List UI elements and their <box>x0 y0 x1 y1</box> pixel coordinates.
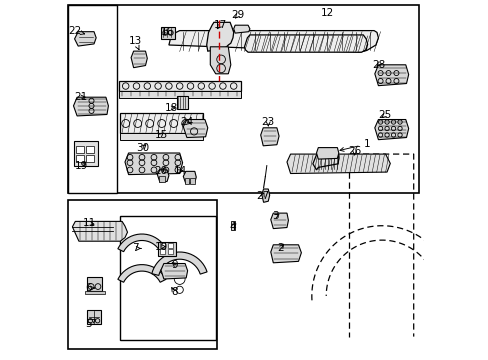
Polygon shape <box>168 31 378 52</box>
Polygon shape <box>210 47 230 74</box>
Bar <box>73 141 98 166</box>
Polygon shape <box>244 35 367 52</box>
Text: 22: 22 <box>68 26 84 36</box>
Text: 11: 11 <box>82 218 96 228</box>
Text: 19: 19 <box>74 161 87 171</box>
Text: 16: 16 <box>160 27 173 37</box>
Text: 10: 10 <box>155 242 168 252</box>
Polygon shape <box>131 51 147 68</box>
Polygon shape <box>316 148 338 159</box>
Polygon shape <box>233 25 249 33</box>
Polygon shape <box>183 120 207 138</box>
Polygon shape <box>260 128 279 146</box>
Bar <box>161 27 174 39</box>
Bar <box>68 5 418 193</box>
Text: 5: 5 <box>85 319 95 329</box>
Bar <box>190 178 194 184</box>
Bar <box>167 249 173 254</box>
Bar <box>167 243 173 248</box>
Bar <box>87 277 102 291</box>
Text: 1: 1 <box>339 139 369 151</box>
Text: 7: 7 <box>131 243 141 253</box>
Bar <box>76 146 83 153</box>
Text: 27: 27 <box>255 191 268 201</box>
Polygon shape <box>73 97 108 116</box>
Bar <box>120 113 203 133</box>
Text: 29: 29 <box>231 10 244 20</box>
Text: 12: 12 <box>320 8 333 18</box>
Text: 9: 9 <box>171 260 178 270</box>
Bar <box>158 242 176 256</box>
Bar <box>160 249 165 254</box>
Polygon shape <box>206 22 233 51</box>
Polygon shape <box>118 234 165 252</box>
Polygon shape <box>286 154 389 174</box>
Bar <box>177 96 187 109</box>
Bar <box>159 176 164 182</box>
Text: 25: 25 <box>378 110 391 120</box>
Polygon shape <box>374 120 408 140</box>
Bar <box>160 243 165 248</box>
Text: 3: 3 <box>272 211 279 221</box>
Polygon shape <box>374 65 408 86</box>
Text: 18: 18 <box>164 103 177 113</box>
Polygon shape <box>161 264 187 279</box>
Polygon shape <box>151 252 206 275</box>
Text: 4: 4 <box>229 222 235 232</box>
Bar <box>86 155 94 162</box>
Polygon shape <box>118 265 165 282</box>
Text: 13: 13 <box>128 36 142 50</box>
Text: 24: 24 <box>180 117 193 127</box>
Bar <box>86 146 94 153</box>
Bar <box>120 133 203 140</box>
Bar <box>85 291 105 294</box>
Polygon shape <box>270 245 301 263</box>
Bar <box>87 310 101 324</box>
Text: 15: 15 <box>154 130 167 140</box>
Text: 21: 21 <box>74 92 87 102</box>
Text: 17: 17 <box>213 20 226 30</box>
Polygon shape <box>261 189 269 202</box>
Bar <box>120 216 215 340</box>
Text: 14: 14 <box>174 166 187 176</box>
Polygon shape <box>270 213 288 229</box>
Bar <box>68 5 117 193</box>
Text: 20: 20 <box>154 166 167 176</box>
Text: 26: 26 <box>347 146 361 156</box>
Bar <box>184 178 189 184</box>
Bar <box>68 200 217 349</box>
Text: 8: 8 <box>171 287 177 297</box>
Text: 28: 28 <box>371 60 384 70</box>
Bar <box>230 221 235 230</box>
Polygon shape <box>72 221 127 241</box>
Bar <box>118 91 241 98</box>
Text: 6: 6 <box>85 283 94 293</box>
Bar <box>118 81 241 91</box>
Polygon shape <box>312 153 338 170</box>
Text: 23: 23 <box>261 117 274 127</box>
Polygon shape <box>75 32 96 46</box>
Text: 2: 2 <box>277 243 283 253</box>
Polygon shape <box>183 171 196 184</box>
Text: 30: 30 <box>136 143 149 153</box>
Polygon shape <box>125 153 182 175</box>
Polygon shape <box>157 170 168 182</box>
Bar <box>76 155 83 162</box>
